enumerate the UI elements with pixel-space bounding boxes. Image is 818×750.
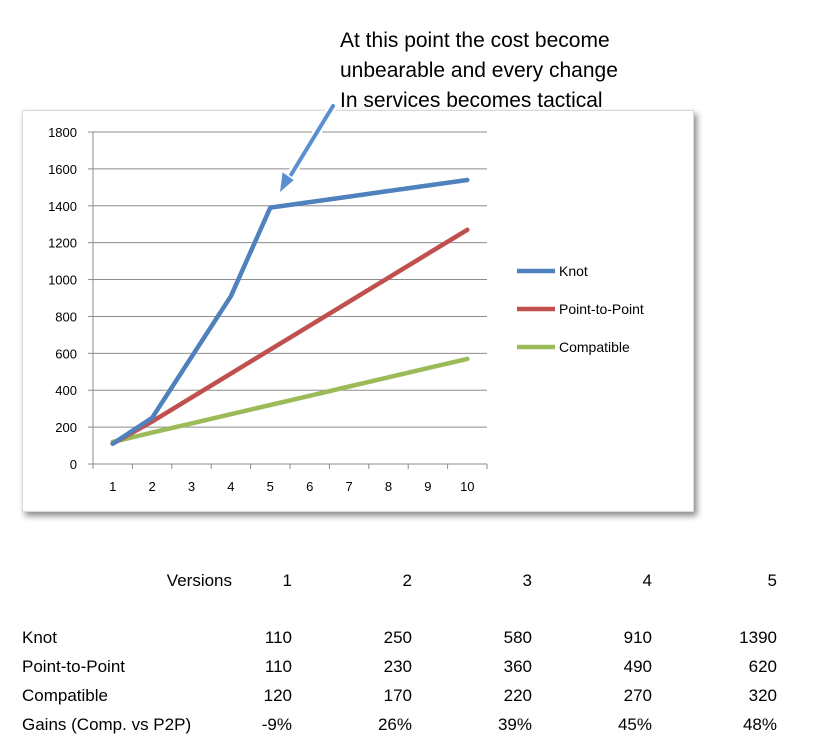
y-tick-label: 1600	[48, 162, 77, 177]
table-cell: 910	[623, 627, 652, 647]
y-tick-label: 1200	[48, 236, 77, 251]
version-header: 3	[522, 571, 532, 590]
x-tick-label: 9	[424, 479, 431, 494]
series-line-knot	[110, 177, 470, 446]
x-tick-label: 8	[385, 479, 392, 494]
table-cell: 26%	[377, 714, 412, 734]
annotation-line: At this point the cost become	[340, 29, 610, 52]
table-cell: 45%	[617, 714, 652, 734]
table-cell: 490	[623, 656, 652, 676]
version-header: 2	[402, 571, 412, 590]
annotation-line: In services becomes tactical	[340, 89, 603, 112]
y-tick-label: 1000	[48, 273, 77, 288]
table-cell: 110	[264, 656, 292, 676]
table-row: Compatible 120 170 220 270 320	[22, 681, 777, 710]
table-header-label: Versions	[166, 571, 232, 590]
table-cell: 270	[623, 685, 652, 705]
row-label: Knot	[22, 627, 57, 647]
y-tick-label: 0	[70, 457, 77, 472]
table-cell: 220	[503, 685, 532, 705]
x-tick-label: 4	[227, 479, 234, 494]
x-tick-label: 10	[460, 479, 474, 494]
row-label: Gains (Comp. vs P2P)	[22, 714, 192, 734]
table-cell: 250	[383, 627, 412, 647]
table-cell: 170	[383, 685, 412, 705]
x-tick-label: 3	[188, 479, 195, 494]
y-tick-label: 800	[55, 309, 77, 324]
table-row: Gains (Comp. vs P2P) -9% 26% 39% 45% 48%	[22, 710, 777, 739]
legend-label: Compatible	[559, 339, 630, 355]
annotation-line: unbearable and every change	[340, 59, 618, 82]
y-tick-label: 1800	[48, 125, 77, 140]
row-label: Compatible	[22, 685, 108, 705]
x-tick-label: 7	[345, 479, 352, 494]
x-tick-label: 2	[148, 479, 155, 494]
y-tick-label: 1400	[48, 199, 77, 214]
table-cell: 580	[503, 627, 532, 647]
table-cell: 120	[263, 685, 292, 705]
line-chart: 0 200 400 600 800 1000 1200 1400 1600 1800 1 2 3 4 5 6 7…	[48, 125, 644, 494]
table-cell: 48%	[742, 714, 777, 734]
chart-frame: 0 200 400 600 800 1000 1200 1400 1600 1800 1 2 3 4 5 6 7…	[22, 110, 694, 512]
x-tick-label: 5	[267, 479, 274, 494]
y-tick-label: 600	[55, 346, 77, 361]
table-cell: 39%	[497, 714, 532, 734]
table-cell: 110	[264, 627, 292, 647]
table-cell: 1390	[739, 627, 777, 647]
table-header-row: Versions 1 2 3 4 5	[22, 566, 777, 596]
table-row: Knot 110 250 580 910 1390	[22, 623, 777, 652]
y-tick-label: 400	[55, 383, 77, 398]
x-tick-label: 1	[109, 479, 116, 494]
table-cell: 230	[383, 656, 412, 676]
series-line-compatible	[110, 356, 470, 445]
data-table: Versions 1 2 3 4 5 Knot 110 250 580 910 …	[22, 566, 777, 739]
y-tick-label: 200	[55, 420, 77, 435]
legend-label: Knot	[559, 263, 588, 279]
annotation-text: At this point the cost become unbearable…	[340, 26, 680, 116]
version-header: 4	[642, 571, 652, 590]
table-cell: 360	[503, 656, 532, 676]
table-cell: 320	[748, 685, 777, 705]
version-header: 5	[767, 571, 777, 590]
row-label: Point-to-Point	[22, 656, 125, 676]
legend-label: Point-to-Point	[559, 301, 644, 317]
series-line-point-to-point	[110, 227, 470, 446]
table-cell: -9%	[261, 714, 292, 734]
table-row: Point-to-Point 110 230 360 490 620	[22, 652, 777, 681]
table-cell: 620	[748, 656, 777, 676]
x-tick-label: 6	[306, 479, 313, 494]
version-header: 1	[282, 571, 292, 590]
